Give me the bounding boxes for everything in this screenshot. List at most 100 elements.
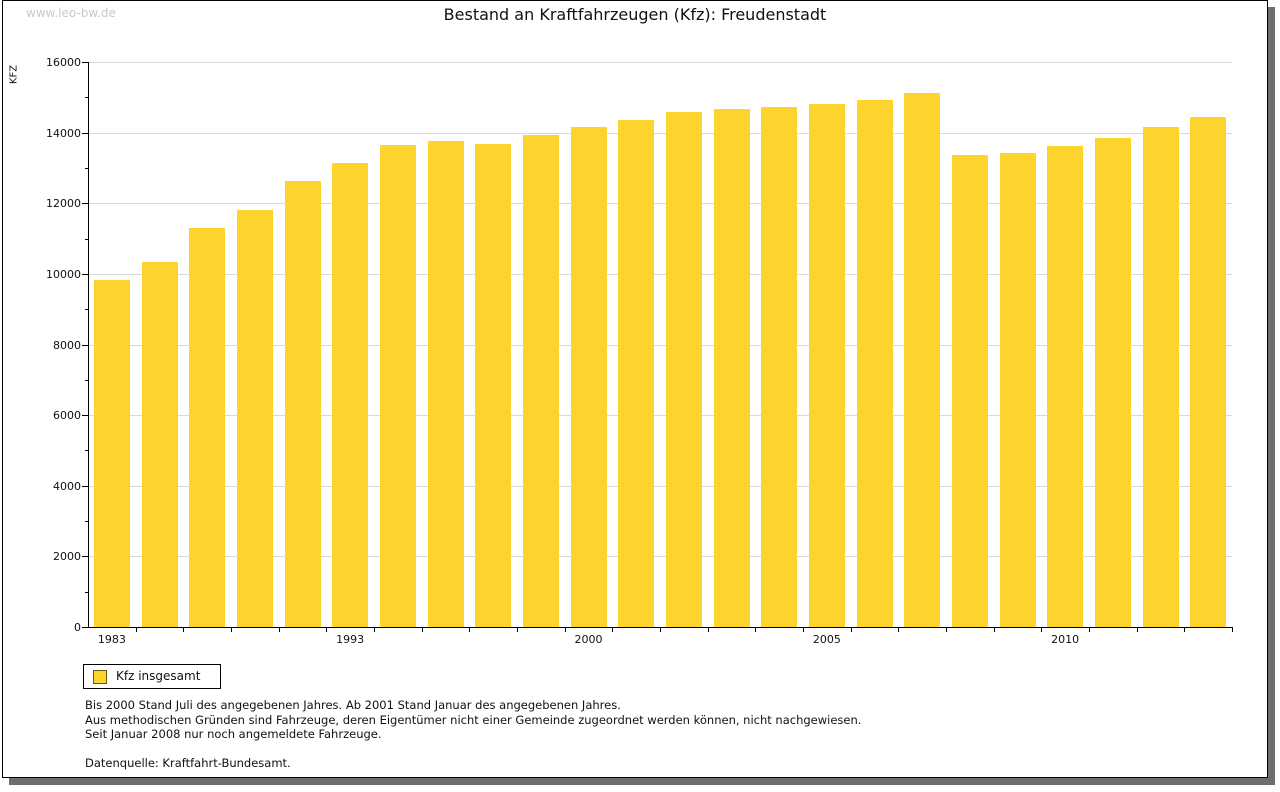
x-tick-8 — [469, 627, 471, 632]
y-tick-5000 — [85, 450, 88, 452]
y-tick-3000 — [85, 521, 88, 523]
bar-2012 — [1142, 126, 1179, 627]
x-tick-18 — [946, 627, 947, 632]
y-tick-9000 — [85, 309, 88, 311]
y-tick-label-16000: 16000 — [46, 56, 81, 69]
bar-2002 — [665, 111, 702, 627]
watermark: www.leo-bw.de — [26, 6, 116, 20]
x-tick-2 — [183, 627, 185, 632]
gridline-12000 — [88, 203, 1232, 205]
x-tick-6 — [374, 627, 375, 632]
y-tick-label-10000: 10000 — [46, 267, 81, 281]
bar-1995 — [379, 144, 416, 627]
y-tick-label-0: 0 — [74, 621, 81, 634]
bar-2009 — [999, 152, 1036, 627]
bar-1993 — [332, 163, 369, 627]
gridline-2000 — [88, 556, 1232, 558]
footnote-source: Datenquelle: Kraftfahrt-Bundesamt. — [85, 756, 291, 770]
y-tick-7000 — [85, 379, 88, 381]
bar-2003 — [713, 109, 750, 627]
x-tick-11 — [612, 627, 614, 632]
x-tick-21 — [1089, 627, 1090, 632]
x-tick-16 — [850, 627, 852, 632]
bar-1985 — [141, 262, 178, 627]
y-tick-15000 — [85, 97, 88, 99]
y-tick-8000 — [82, 344, 88, 346]
y-tick-label-4000: 4000 — [53, 479, 81, 493]
x-label-2005: 2005 — [812, 633, 841, 646]
legend-label: Kfz insgesamt — [116, 669, 201, 683]
gridline-16000 — [88, 62, 1232, 63]
bar-1989 — [236, 210, 273, 627]
plot-area: 0 2000 4000 6000 8000 10000 12000 14000 16000 198… — [3, 1, 1280, 792]
bar-2001 — [618, 119, 655, 627]
x-tick-24 — [1232, 627, 1233, 632]
y-tick-6000 — [82, 415, 88, 417]
bar-2006 — [856, 100, 893, 627]
bar-1987 — [189, 228, 226, 627]
footnote-line-2: Aus methodischen Gründen sind Fahrzeuge,… — [85, 712, 862, 727]
x-tick-7 — [421, 627, 423, 632]
y-tick-label-14000: 14000 — [46, 126, 81, 140]
x-label-2000: 2000 — [574, 633, 603, 646]
x-tick-9 — [517, 627, 518, 632]
x-tick-1 — [135, 627, 137, 632]
x-tick-23 — [1184, 627, 1186, 632]
x-tick-17 — [898, 627, 900, 632]
x-tick-12 — [660, 627, 661, 632]
y-tick-2000 — [82, 556, 88, 558]
x-label-2010: 2010 — [1051, 633, 1080, 646]
x-tick-22 — [1136, 627, 1138, 632]
bar-1991 — [284, 181, 321, 627]
bar-2010 — [1047, 146, 1084, 627]
x-tick-5 — [326, 627, 328, 632]
chart-frame: www.leo-bw.de Bestand an Kraftfahrzeugen… — [2, 0, 1268, 778]
y-tick-1000 — [85, 591, 88, 593]
bar-2011 — [1094, 137, 1131, 627]
bar-1983 — [93, 279, 130, 627]
y-axis-line — [88, 62, 89, 628]
bar-2000 — [570, 126, 607, 627]
y-tick-label-12000: 12000 — [46, 197, 81, 211]
y-tick-12000 — [82, 203, 88, 205]
y-tick-13000 — [85, 167, 88, 169]
x-tick-10 — [564, 627, 566, 632]
x-tick-15 — [803, 627, 804, 632]
bar-2007 — [904, 93, 941, 627]
footnotes: Bis 2000 Stand Juli des angegebenen Jahr… — [85, 698, 861, 771]
bar-2005 — [808, 104, 845, 627]
x-tick-4 — [278, 627, 280, 632]
bar-1998 — [475, 143, 512, 627]
gridline-4000 — [88, 485, 1232, 487]
bar-2004 — [761, 106, 798, 627]
y-tick-14000 — [82, 132, 88, 134]
bar-2008 — [951, 155, 988, 627]
x-label-1983: 1983 — [97, 633, 126, 646]
legend-box: Kfz insgesamt — [83, 664, 221, 689]
y-tick-label-2000: 2000 — [53, 550, 81, 564]
bar-1999 — [522, 134, 559, 627]
gridline-6000 — [88, 415, 1232, 417]
x-tick-19 — [993, 627, 995, 632]
chart-title: Bestand an Kraftfahrzeugen (Kfz): Freude… — [443, 5, 827, 24]
y-tick-11000 — [85, 238, 88, 240]
x-label-1993: 1993 — [336, 633, 365, 646]
y-tick-label-6000: 6000 — [53, 409, 81, 423]
y-tick-label-8000: 8000 — [53, 338, 81, 352]
bar-2013 — [1190, 117, 1227, 627]
bar-1997 — [427, 141, 464, 627]
gridline-14000 — [88, 132, 1232, 134]
x-tick-14 — [755, 627, 757, 632]
y-tick-0 — [82, 627, 88, 628]
y-tick-10000 — [82, 273, 88, 275]
x-tick-3 — [231, 627, 232, 632]
footnote-line-3: Seit Januar 2008 nur noch angemeldete Fa… — [85, 727, 382, 741]
x-tick-13 — [707, 627, 709, 632]
legend-swatch — [93, 670, 107, 684]
y-tick-4000 — [82, 485, 88, 487]
gridline-10000 — [88, 273, 1232, 275]
gridline-8000 — [88, 344, 1232, 346]
footnote-line-1: Bis 2000 Stand Juli des angegebenen Jahr… — [85, 698, 621, 712]
x-tick-20 — [1041, 627, 1043, 632]
y-tick-16000 — [82, 62, 88, 63]
